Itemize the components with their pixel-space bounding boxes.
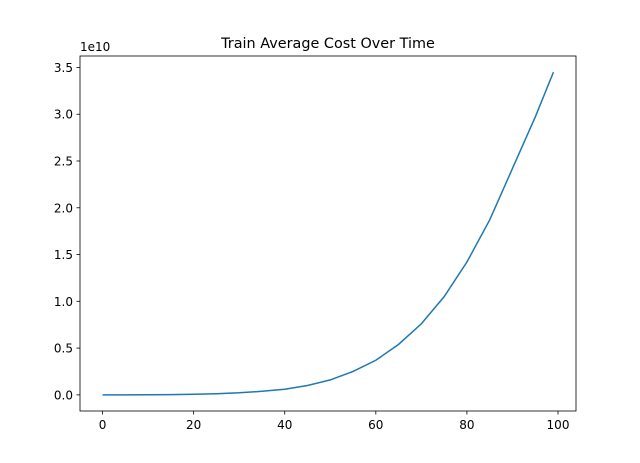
chart-title: Train Average Cost Over Time bbox=[220, 36, 435, 52]
x-tick-label: 0 bbox=[99, 418, 107, 432]
y-tick-label: 3.5 bbox=[54, 61, 73, 75]
line-series bbox=[102, 71, 555, 396]
x-tick-label: 60 bbox=[368, 418, 383, 432]
y-tick-label: 0.5 bbox=[54, 342, 73, 356]
y-tick-label: 2.0 bbox=[54, 201, 73, 215]
x-tick-label: 20 bbox=[186, 418, 201, 432]
y-tick-label: 1.5 bbox=[54, 248, 73, 262]
y-tick-label: 0.0 bbox=[54, 388, 73, 402]
x-tick-label: 80 bbox=[459, 418, 474, 432]
y-tick-label: 1.0 bbox=[54, 295, 73, 309]
x-tick-label: 100 bbox=[547, 418, 570, 432]
y-tick-label: 3.0 bbox=[54, 108, 73, 122]
y-offset-label: 1e10 bbox=[80, 40, 110, 54]
x-tick-label: 40 bbox=[277, 418, 292, 432]
y-tick-label: 2.5 bbox=[54, 155, 73, 169]
axes-frame bbox=[79, 55, 577, 412]
